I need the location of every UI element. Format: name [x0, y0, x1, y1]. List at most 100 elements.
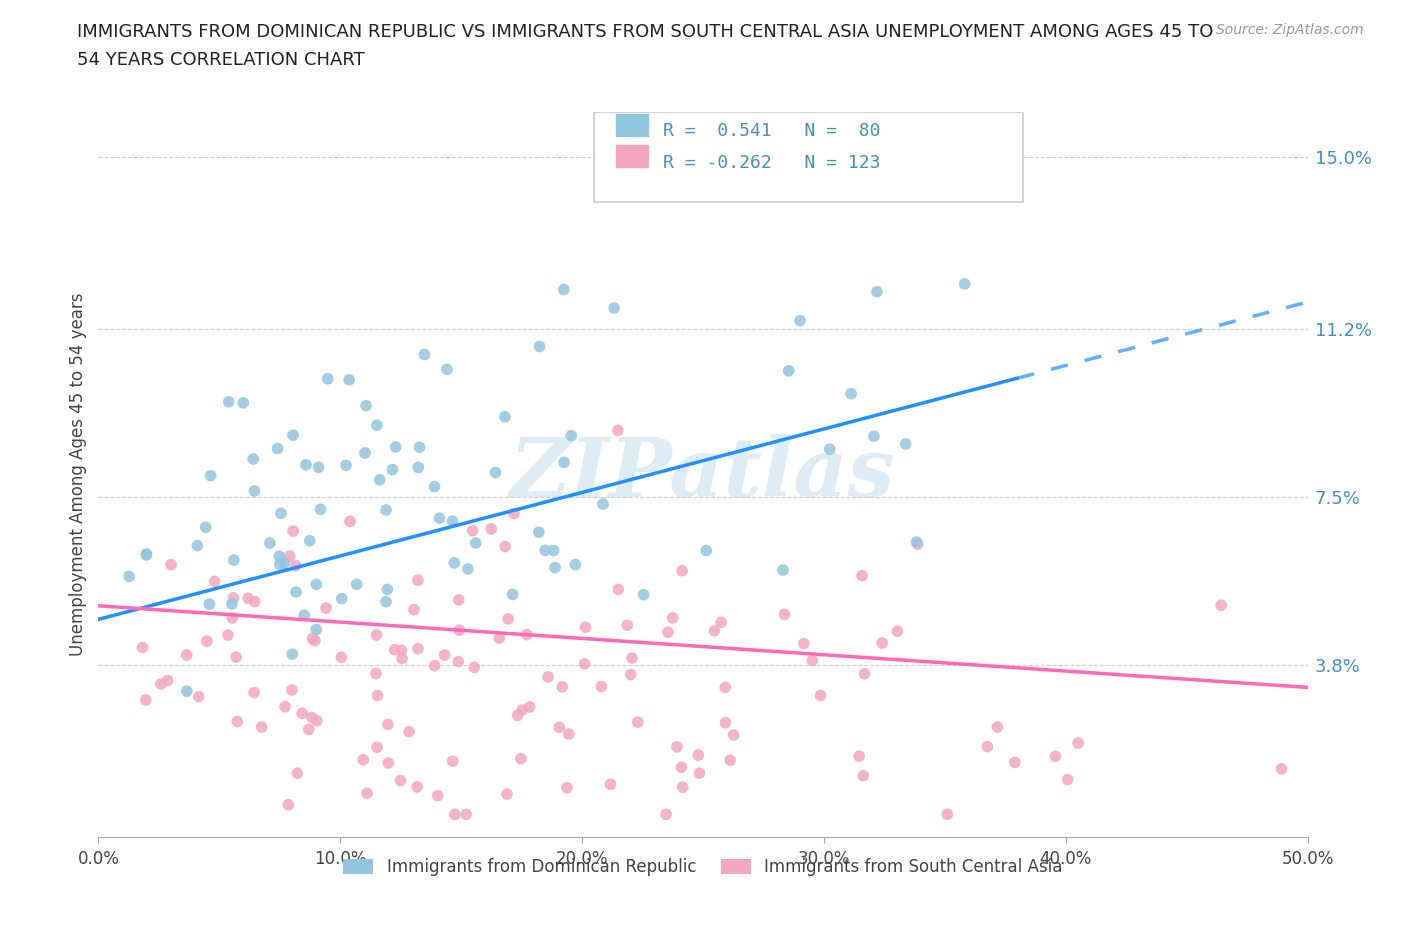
- Point: [551, 680, 574, 695]
- Point: [309, 502, 332, 517]
- Point: [406, 779, 429, 794]
- Point: [907, 537, 929, 551]
- Point: [527, 525, 550, 539]
- Point: [789, 313, 811, 328]
- Point: [778, 364, 800, 379]
- Point: [529, 339, 551, 354]
- Point: [284, 558, 307, 573]
- Point: [305, 577, 328, 591]
- Point: [591, 679, 613, 694]
- Point: [894, 436, 917, 451]
- Point: [243, 685, 266, 700]
- Point: [366, 628, 388, 643]
- Point: [976, 739, 998, 754]
- Point: [616, 618, 638, 632]
- Point: [377, 582, 399, 597]
- Point: [423, 658, 446, 673]
- Point: [187, 689, 209, 704]
- Point: [281, 646, 304, 661]
- Point: [494, 409, 516, 424]
- Point: [839, 386, 862, 401]
- Point: [671, 760, 693, 775]
- Point: [543, 543, 565, 558]
- Point: [1270, 762, 1292, 777]
- Point: [560, 428, 582, 443]
- Point: [510, 702, 533, 717]
- Point: [953, 276, 976, 291]
- Point: [488, 631, 510, 645]
- Point: [671, 564, 693, 578]
- Point: [456, 807, 478, 822]
- Point: [516, 627, 538, 642]
- Bar: [614, 144, 648, 168]
- Point: [304, 633, 326, 648]
- Point: [295, 458, 318, 472]
- Point: [352, 752, 374, 767]
- Point: [131, 640, 153, 655]
- Point: [118, 569, 141, 584]
- Point: [274, 699, 297, 714]
- Point: [232, 395, 254, 410]
- Point: [548, 720, 571, 735]
- Point: [308, 460, 330, 475]
- Point: [225, 650, 247, 665]
- Point: [851, 568, 873, 583]
- Point: [135, 547, 157, 562]
- Point: [484, 465, 506, 480]
- Point: [555, 780, 578, 795]
- Point: [156, 673, 179, 688]
- Point: [853, 666, 876, 681]
- Point: [433, 647, 456, 662]
- Point: [356, 786, 378, 801]
- Point: [503, 506, 526, 521]
- Point: [406, 573, 429, 588]
- Point: [330, 650, 353, 665]
- Point: [689, 765, 711, 780]
- Point: [461, 524, 484, 538]
- Point: [149, 677, 172, 692]
- Point: [250, 720, 273, 735]
- Point: [429, 511, 451, 525]
- Point: [479, 522, 502, 537]
- Point: [620, 651, 643, 666]
- Point: [330, 591, 353, 606]
- Point: [408, 440, 430, 455]
- Point: [574, 619, 596, 634]
- Point: [1056, 772, 1078, 787]
- Point: [534, 543, 557, 558]
- Point: [464, 536, 486, 551]
- Point: [426, 789, 449, 804]
- Point: [339, 514, 361, 529]
- Point: [423, 479, 446, 494]
- Point: [259, 536, 281, 551]
- Point: [537, 670, 560, 684]
- Point: [236, 591, 259, 605]
- Point: [389, 773, 412, 788]
- Point: [905, 535, 928, 550]
- Point: [402, 603, 425, 618]
- Point: [688, 748, 710, 763]
- Point: [315, 601, 337, 616]
- Point: [936, 807, 959, 822]
- Point: [457, 562, 479, 577]
- Point: [281, 428, 304, 443]
- Point: [354, 445, 377, 460]
- Point: [384, 643, 406, 658]
- Point: [703, 623, 725, 638]
- Point: [375, 594, 398, 609]
- Point: [366, 740, 388, 755]
- Point: [413, 347, 436, 362]
- Point: [226, 714, 249, 729]
- Point: [496, 787, 519, 802]
- Point: [375, 502, 398, 517]
- Point: [695, 543, 717, 558]
- Point: [1045, 749, 1067, 764]
- Legend: Immigrants from Dominican Republic, Immigrants from South Central Asia: Immigrants from Dominican Republic, Immi…: [336, 852, 1070, 883]
- Point: [723, 727, 745, 742]
- Point: [391, 651, 413, 666]
- Point: [553, 455, 575, 470]
- Point: [222, 552, 245, 567]
- Point: [346, 577, 368, 591]
- Point: [710, 615, 733, 630]
- Point: [160, 557, 183, 572]
